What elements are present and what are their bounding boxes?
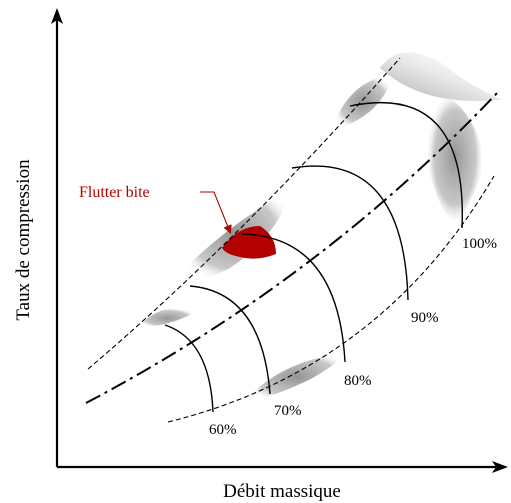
flutter-bite-label: Flutter bite bbox=[79, 184, 150, 201]
y-axis-title: Taux de compression bbox=[13, 159, 34, 321]
x-axis-arrowhead bbox=[492, 461, 508, 473]
speed-line-60 bbox=[164, 324, 214, 413]
surge-line bbox=[87, 57, 401, 370]
speed-label-90: 90% bbox=[411, 310, 439, 326]
speed-label-100: 100% bbox=[462, 236, 497, 252]
shaded-region-bottom bbox=[244, 352, 350, 402]
speed-line-80 bbox=[241, 233, 346, 363]
x-axis-title: Débit massique bbox=[223, 481, 341, 502]
speed-label-80: 80% bbox=[344, 373, 372, 389]
shaded-region-low bbox=[138, 308, 196, 328]
speed-line-70 bbox=[189, 285, 271, 395]
operating-line bbox=[85, 92, 498, 404]
y-axis-arrowhead bbox=[51, 8, 63, 24]
choke-line bbox=[167, 175, 495, 423]
speed-label-60: 60% bbox=[209, 422, 237, 438]
shaded-region-mid bbox=[176, 188, 292, 280]
axes bbox=[51, 8, 508, 473]
speed-line-90 bbox=[291, 165, 409, 301]
shaded-region-top bbox=[380, 52, 502, 101]
flutter-bite-arrow bbox=[200, 191, 232, 235]
speed-label-70: 70% bbox=[274, 403, 302, 419]
shaded-regions bbox=[138, 52, 502, 402]
speed-line-100 bbox=[349, 101, 463, 229]
flutter-bite-region bbox=[222, 226, 276, 259]
speed-lines bbox=[164, 101, 463, 413]
